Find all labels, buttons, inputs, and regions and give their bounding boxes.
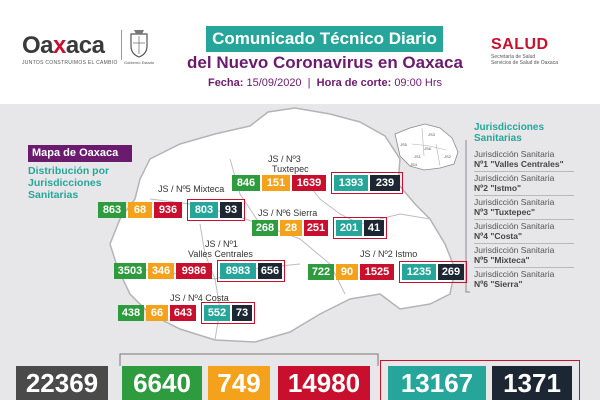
js-tuxtepec-label-1: JS / Nº3	[268, 154, 301, 164]
js-istmo-value-1: 722	[308, 264, 334, 280]
inset-label-js5: JS5	[400, 142, 408, 147]
legend-item-1: Jurisdicción Sanitaria Nº1 "Valles Centra…	[474, 149, 564, 169]
legend-divider	[474, 267, 574, 268]
js-istmo-value-4: 1235	[402, 264, 436, 280]
legend-title-1: Jurisdicciones	[474, 122, 545, 133]
js-costa-value-4: 552	[204, 305, 230, 321]
total-confirmed: 22369	[16, 366, 108, 400]
js-valles-frame	[217, 260, 285, 282]
salud-sub-1: Secretaría de Salud	[491, 54, 536, 60]
totals-connector	[119, 353, 379, 366]
inset-map	[394, 123, 459, 171]
js-mixteca-value-2: 68	[128, 202, 152, 218]
js-sierra-value-1: 268	[252, 220, 278, 236]
js-mixteca-value-3: 936	[154, 202, 182, 218]
seal-caption: Gobierno Estado	[124, 60, 155, 65]
legend-divider	[474, 171, 574, 172]
js-costa-value-3: 643	[170, 305, 196, 321]
region-boundary-3	[299, 173, 431, 225]
map-label: Mapa de Oaxaca	[28, 145, 132, 162]
js-valles-label-1: JS / Nº1	[205, 239, 238, 249]
inset-label-js3: JS3	[428, 132, 436, 137]
salud-sub-2: Servicios de Salud de Oaxaca	[491, 60, 558, 66]
js-mixteca-value-5: 93	[220, 202, 242, 218]
logo-divider	[121, 30, 122, 60]
inset-label-js1: JS1	[414, 154, 422, 159]
legend-title-2: Sanitarias	[474, 133, 522, 144]
legend-item-5: Jurisdicción Sanitaria Nº5 "Mixteca"	[474, 245, 555, 265]
legend-item-3: Jurisdicción Sanitaria Nº3 "Tuxtepec"	[474, 197, 555, 217]
js-sierra-value-4: 201	[336, 220, 362, 236]
js-sierra-value-5: 41	[364, 220, 384, 236]
cut-value: 09:00 Hrs	[394, 77, 443, 89]
legend-item-4: Jurisdicción Sanitaria Nº4 "Costa"	[474, 221, 555, 241]
inset-label-js6: JS6	[424, 146, 432, 151]
salud-logo: SALUD Secretaría de Salud Servicios de S…	[491, 36, 558, 66]
date-value: 15/09/2020	[246, 77, 302, 89]
js-costa-value-1: 438	[118, 305, 144, 321]
salud-word: SALUD	[491, 36, 549, 53]
js-valles-value-2: 346	[148, 263, 174, 279]
totals-frame	[380, 360, 580, 400]
total-deaths: 1371	[492, 366, 572, 400]
inset-label-js4: JS4	[410, 162, 418, 167]
inset-label-js2: JS2	[444, 154, 452, 159]
header: Oaxaca JUNTOS CONSTRUIMOS EL CAMBIO Gobi…	[0, 0, 600, 104]
js-costa-value-2: 66	[146, 305, 168, 321]
total-suspected: 749	[208, 366, 270, 400]
js-sierra-value-2: 28	[280, 220, 302, 236]
js-istmo-frame	[399, 261, 467, 283]
js-costa-value-5: 73	[232, 305, 252, 321]
page-subtitle: del Nuevo Coronavirus en Oaxaca	[187, 53, 463, 72]
js-tuxtepec-value-2: 151	[262, 175, 290, 191]
js-valles-value-4: 8983	[220, 263, 256, 279]
js-tuxtepec-value-4: 1393	[334, 175, 368, 191]
inset-boundaries	[411, 127, 447, 167]
js-costa-label: JS / Nº4 Costa	[170, 293, 229, 303]
js-valles-value-1: 3503	[114, 263, 146, 279]
js-mixteca-label: JS / Nº5 Mixteca	[158, 184, 225, 194]
js-mixteca-value-4: 803	[190, 202, 218, 218]
legend-divider	[474, 219, 574, 220]
js-tuxtepec-value-1: 846	[232, 175, 260, 191]
js-valles-value-3: 9986	[176, 263, 212, 279]
oaxaca-logo-word: Oaxaca	[22, 32, 105, 59]
legend-divider	[474, 243, 574, 244]
legend-bracket	[465, 140, 470, 293]
total-recovered: 13167	[388, 366, 486, 400]
js-costa-frame	[201, 302, 255, 324]
js-valles-label-2: Valles Centrales	[188, 249, 253, 259]
js-tuxtepec-frame	[331, 172, 403, 194]
js-sierra-frame	[333, 217, 387, 239]
js-istmo-value-5: 269	[438, 264, 464, 280]
cut-label: Hora de corte:	[316, 77, 392, 89]
oaxaca-logo: Oaxaca JUNTOS CONSTRUIMOS EL CAMBIO	[22, 32, 118, 66]
js-sierra-label: JS / Nº6 Sierra	[258, 208, 318, 218]
js-mixteca-value-1: 863	[98, 202, 126, 218]
total-negative: 14980	[278, 366, 370, 400]
state-seal-icon	[130, 30, 148, 58]
js-tuxtepec-value-5: 239	[370, 175, 400, 191]
legend-divider	[474, 195, 574, 196]
map-subtitle: Distribución por Jurisdicciones Sanitari…	[28, 165, 110, 201]
js-istmo-value-3: 1525	[360, 264, 394, 280]
date-label: Fecha:	[207, 77, 244, 89]
js-mixteca-frame	[187, 199, 245, 221]
js-istmo-value-2: 90	[336, 264, 358, 280]
date-line: Fecha: 15/09/2020 | Hora de corte: 09:00…	[180, 77, 470, 89]
total-active: 6640	[122, 366, 202, 400]
js-sierra-value-3: 251	[304, 220, 328, 236]
js-istmo-label: JS / Nº2 Istmo	[360, 249, 418, 259]
logo-slogan: JUNTOS CONSTRUIMOS EL CAMBIO	[22, 60, 118, 66]
js-tuxtepec-label-2: Tuxtepec	[272, 164, 309, 174]
main-panel: JS5 JS3 JS6 JS1 JS2 JS4 Mapa de Oaxaca D…	[0, 104, 600, 400]
legend-item-2: Jurisdicción Sanitaria Nº2 "Istmo"	[474, 173, 555, 193]
legend-item-6: Jurisdicción Sanitaria Nº6 "Sierra"	[474, 269, 555, 289]
js-valles-value-5: 656	[258, 263, 282, 279]
js-tuxtepec-value-3: 1639	[292, 175, 326, 191]
page-title: Comunicado Técnico Diario	[206, 26, 443, 52]
date-separator: |	[304, 77, 314, 89]
